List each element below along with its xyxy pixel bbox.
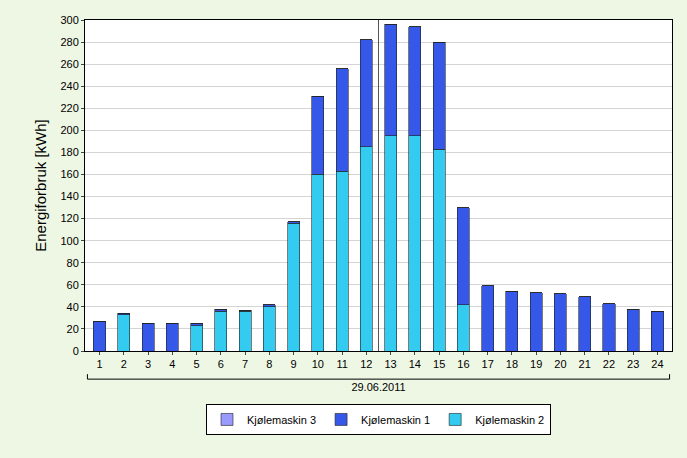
svg-text:280: 280 [60, 36, 78, 48]
svg-text:19: 19 [530, 358, 542, 370]
svg-text:120: 120 [60, 212, 78, 224]
svg-text:260: 260 [60, 58, 78, 70]
svg-text:10: 10 [312, 358, 324, 370]
svg-text:16: 16 [457, 358, 469, 370]
svg-text:8: 8 [266, 358, 272, 370]
svg-text:9: 9 [291, 358, 297, 370]
svg-text:160: 160 [60, 168, 78, 180]
svg-text:2: 2 [121, 358, 127, 370]
svg-text:6: 6 [218, 358, 224, 370]
svg-text:180: 180 [60, 146, 78, 158]
svg-text:18: 18 [506, 358, 518, 370]
svg-text:14: 14 [409, 358, 421, 370]
svg-text:Kjølemaskin 1: Kjølemaskin 1 [361, 414, 430, 426]
svg-text:20: 20 [554, 358, 566, 370]
svg-text:15: 15 [433, 358, 445, 370]
svg-text:21: 21 [579, 358, 591, 370]
svg-text:17: 17 [482, 358, 494, 370]
svg-text:29.06.2011: 29.06.2011 [351, 381, 405, 393]
svg-text:Energiforbruk [kWh]: Energiforbruk [kWh] [32, 119, 49, 252]
svg-text:20: 20 [67, 323, 79, 335]
svg-text:60: 60 [67, 279, 79, 291]
svg-text:40: 40 [67, 301, 79, 313]
svg-text:200: 200 [60, 124, 78, 136]
svg-text:1: 1 [96, 358, 102, 370]
svg-text:240: 240 [60, 80, 78, 92]
svg-text:Kjølemaskin 3: Kjølemaskin 3 [247, 414, 316, 426]
svg-text:7: 7 [242, 358, 248, 370]
svg-text:11: 11 [336, 358, 347, 370]
svg-text:140: 140 [60, 190, 78, 202]
svg-text:24: 24 [651, 358, 663, 370]
svg-text:80: 80 [67, 257, 79, 269]
svg-text:13: 13 [385, 358, 397, 370]
svg-text:0: 0 [73, 345, 79, 357]
svg-text:100: 100 [60, 235, 78, 247]
svg-text:4: 4 [169, 358, 175, 370]
svg-text:3: 3 [145, 358, 151, 370]
svg-text:5: 5 [194, 358, 200, 370]
svg-text:22: 22 [603, 358, 615, 370]
svg-text:300: 300 [60, 14, 78, 26]
svg-text:23: 23 [627, 358, 639, 370]
svg-text:Kjølemaskin 2: Kjølemaskin 2 [475, 414, 544, 426]
svg-text:220: 220 [60, 102, 78, 114]
svg-text:12: 12 [360, 358, 372, 370]
